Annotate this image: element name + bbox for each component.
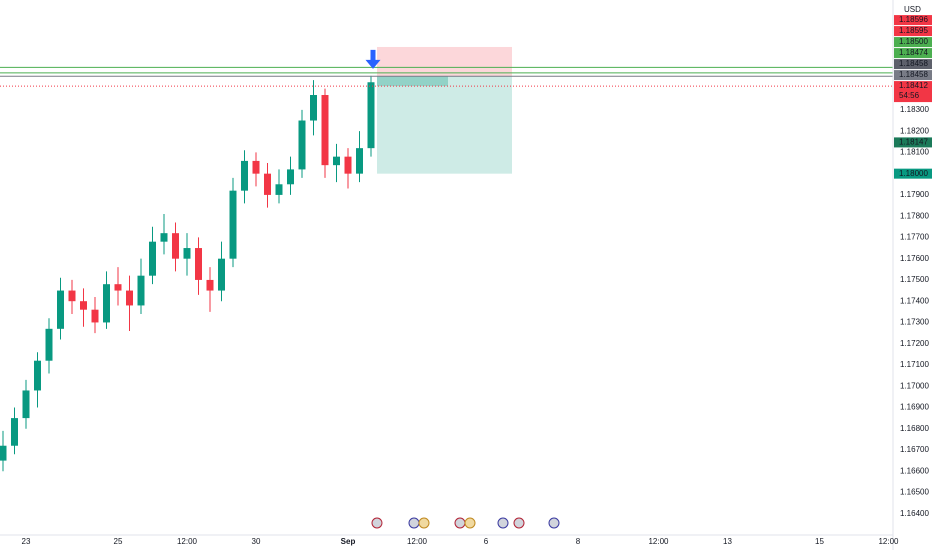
stop-zone bbox=[377, 46, 512, 77]
x-tick-label: 8 bbox=[576, 537, 581, 546]
candle-body bbox=[183, 248, 191, 259]
candle-body bbox=[241, 160, 248, 191]
y-tick-label: 1.16700 bbox=[900, 445, 929, 454]
y-tick-label: 1.16800 bbox=[900, 424, 929, 433]
y-tick-label: 1.18100 bbox=[900, 148, 929, 157]
candle-body bbox=[195, 248, 202, 280]
candle-body bbox=[229, 190, 237, 259]
candle-body bbox=[11, 418, 18, 446]
candle-body bbox=[137, 275, 145, 306]
x-tick-label: 12:00 bbox=[648, 537, 669, 546]
price-badge bbox=[894, 59, 932, 70]
x-tick-label: Sep bbox=[341, 537, 356, 546]
candle-body bbox=[206, 279, 214, 291]
candle-body bbox=[356, 148, 363, 174]
candle-body bbox=[287, 169, 294, 185]
y-tick-label: 1.16600 bbox=[900, 466, 929, 475]
candle-body bbox=[0, 445, 7, 461]
y-tick-label: 1.18300 bbox=[900, 105, 929, 114]
candle-body bbox=[160, 233, 168, 242]
candle-body bbox=[45, 328, 53, 361]
price-badge bbox=[894, 15, 932, 26]
y-tick-label: 1.17100 bbox=[900, 360, 929, 369]
y-tick-label: 1.17800 bbox=[900, 211, 929, 220]
price-badge bbox=[894, 81, 932, 103]
x-tick-label: 12:00 bbox=[878, 537, 899, 546]
candle-body bbox=[344, 156, 352, 174]
candle-body bbox=[114, 284, 122, 291]
price-badge-label: 1.18595 bbox=[899, 26, 928, 35]
event-icons bbox=[371, 517, 560, 529]
price-badge bbox=[894, 70, 932, 81]
x-tick-label: 23 bbox=[22, 537, 31, 546]
candle-body bbox=[218, 258, 225, 291]
price-badge bbox=[894, 37, 932, 48]
arrow-marker bbox=[365, 49, 381, 69]
candle-body bbox=[172, 233, 179, 259]
candle-body bbox=[149, 241, 156, 276]
x-tick-label: 25 bbox=[114, 537, 123, 546]
x-tick-label: 15 bbox=[815, 537, 824, 546]
x-tick-label: 13 bbox=[723, 537, 732, 546]
price-badge bbox=[894, 168, 932, 179]
candle-body bbox=[321, 95, 329, 166]
x-tick-label: 12:00 bbox=[407, 537, 428, 546]
candle-body bbox=[103, 284, 110, 323]
candle-body bbox=[367, 82, 375, 149]
price-badge-label: 1.18474 bbox=[899, 48, 928, 57]
price-badge bbox=[894, 48, 932, 59]
candle-body bbox=[57, 290, 64, 329]
y-tick-label: 1.17500 bbox=[900, 275, 929, 284]
y-tick-label: 1.17400 bbox=[900, 296, 929, 305]
y-tick-label: 1.17600 bbox=[900, 254, 929, 263]
candle-body bbox=[80, 301, 87, 310]
candle-body bbox=[68, 290, 76, 302]
x-tick-label: 30 bbox=[252, 537, 261, 546]
candle-body bbox=[126, 290, 133, 306]
candle-body bbox=[34, 360, 41, 391]
price-badge-label: 1.18500 bbox=[899, 37, 928, 46]
currency: USD bbox=[904, 5, 921, 14]
y-tick-label: 1.16400 bbox=[900, 509, 929, 518]
price-badge-label: 1.18458 bbox=[899, 59, 928, 68]
candle-body bbox=[275, 184, 283, 195]
plot bbox=[0, 46, 893, 472]
y-tick-label: 1.17900 bbox=[900, 190, 929, 199]
y-tick-label: 1.18200 bbox=[900, 126, 929, 135]
price-badge-label: 1.18412 bbox=[899, 81, 928, 90]
candle-body bbox=[333, 156, 340, 166]
y-tick-label: 1.17200 bbox=[900, 339, 929, 348]
y-tick-label: 1.17700 bbox=[900, 233, 929, 242]
x-tick-label: 12:00 bbox=[177, 537, 198, 546]
price-badge-label: 1.18147 bbox=[899, 138, 928, 147]
candle-body bbox=[252, 160, 260, 174]
candle-body bbox=[298, 120, 306, 170]
y-tick-label: 1.16500 bbox=[900, 488, 929, 497]
y-tick-label: 1.16900 bbox=[900, 403, 929, 412]
price-badge-label: 1.18458 bbox=[899, 70, 928, 79]
price-badge-label: 1.18596 bbox=[899, 15, 928, 24]
candle-body bbox=[91, 309, 99, 323]
y-tick-label: 1.17000 bbox=[900, 381, 929, 390]
y-tick-label: 1.17300 bbox=[900, 318, 929, 327]
price-badge bbox=[894, 137, 932, 148]
filled-zone bbox=[377, 76, 448, 87]
countdown: 54:56 bbox=[899, 91, 920, 100]
price-badge-label: 1.18000 bbox=[899, 169, 928, 178]
target-zone bbox=[377, 76, 512, 174]
price-badge bbox=[894, 26, 932, 37]
candle-body bbox=[22, 390, 30, 419]
candle-body bbox=[264, 173, 271, 195]
x-tick-label: 6 bbox=[484, 537, 489, 546]
candle-body bbox=[310, 95, 317, 121]
